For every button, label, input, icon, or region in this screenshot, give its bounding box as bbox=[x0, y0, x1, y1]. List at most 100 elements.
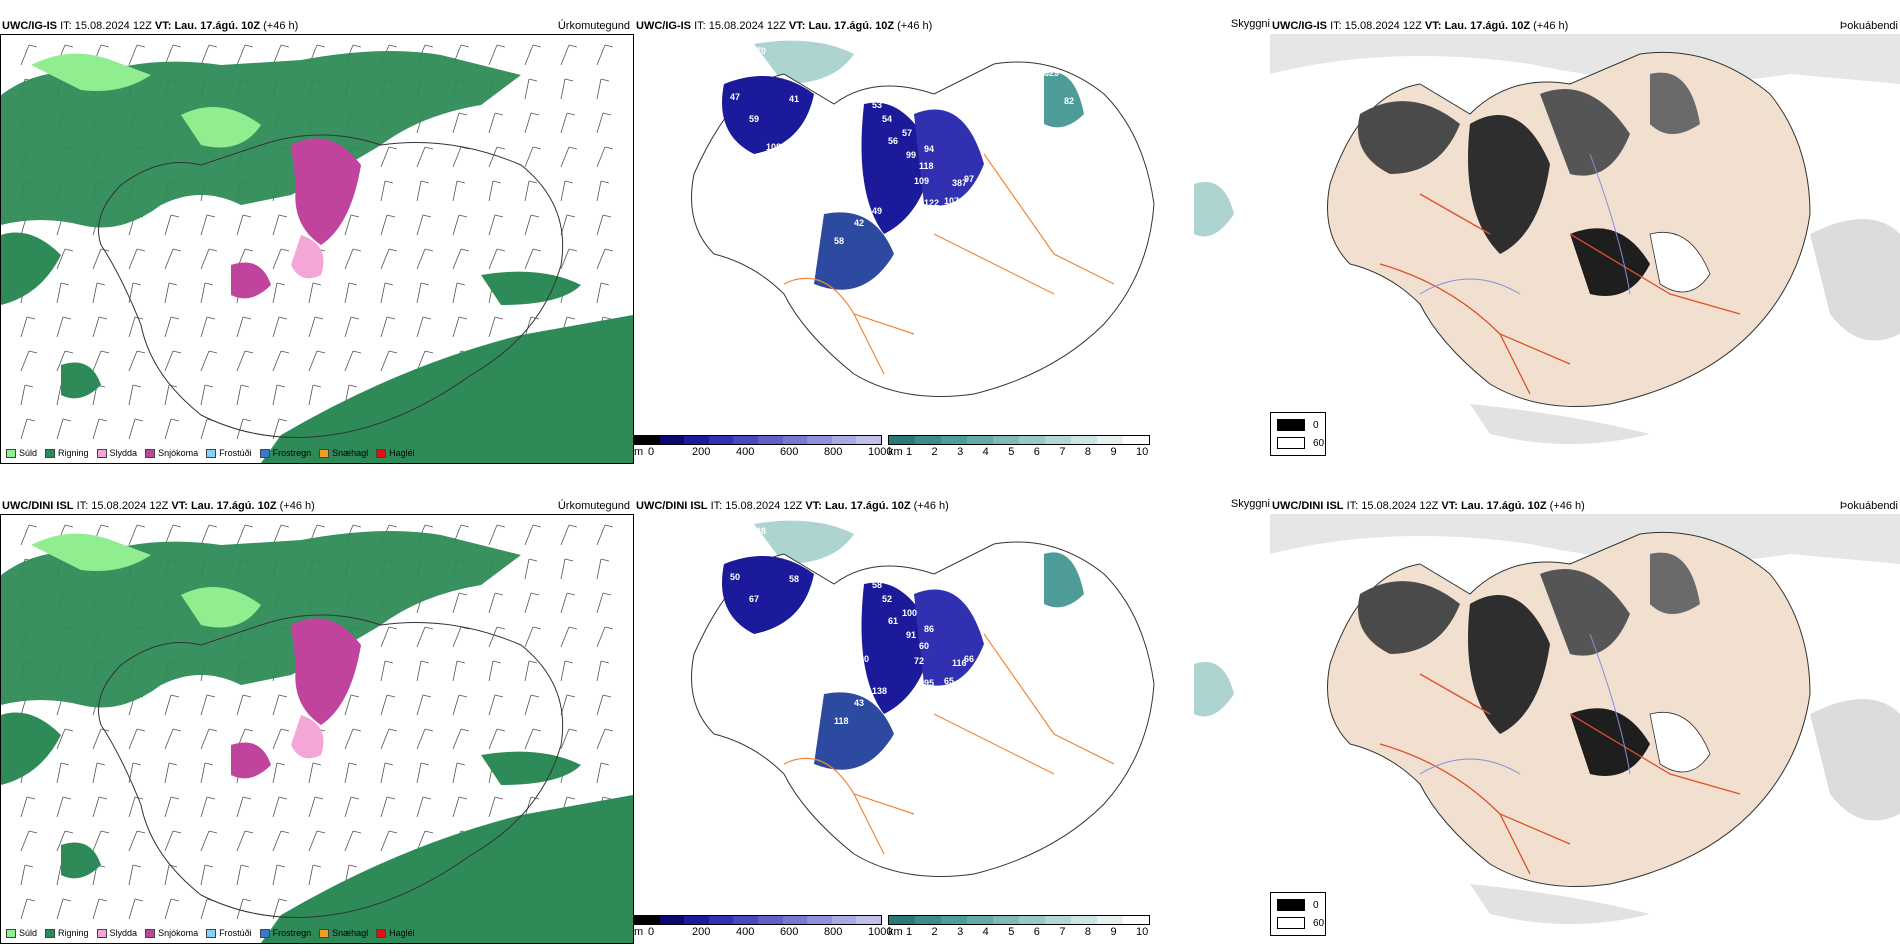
visibility-value: 38 bbox=[726, 194, 736, 204]
visibility-value: 56 bbox=[888, 136, 898, 146]
model-name: UWC/DINI ISL bbox=[1272, 500, 1344, 512]
wind-barb bbox=[344, 350, 362, 372]
wind-barb bbox=[56, 316, 72, 338]
wind-barb bbox=[416, 180, 430, 202]
wind-barb bbox=[272, 796, 288, 818]
wind-barb bbox=[272, 282, 286, 304]
colorbar-segment bbox=[684, 916, 709, 924]
legend-label: Snæhagl bbox=[332, 448, 369, 458]
wind-barb bbox=[380, 350, 398, 372]
colorbar-segment bbox=[831, 436, 857, 444]
fog-legend-row: 0 bbox=[1277, 419, 1319, 431]
colorbar-segment bbox=[856, 436, 881, 444]
fog-legend-row: 60 bbox=[1277, 437, 1324, 449]
colorbar-segment bbox=[684, 436, 709, 444]
wind-barb bbox=[452, 592, 468, 614]
wind-barb bbox=[128, 898, 144, 920]
visibility-value: 52 bbox=[882, 594, 892, 604]
iceland-outline bbox=[98, 614, 564, 918]
wind-barb bbox=[560, 44, 578, 66]
legend-label: Snjókoma bbox=[158, 448, 199, 458]
wind-barb bbox=[452, 316, 468, 338]
wind-barb bbox=[272, 694, 288, 716]
wind-barb bbox=[380, 830, 398, 852]
colorbar-segment bbox=[708, 436, 734, 444]
colorbar-unit: m bbox=[634, 446, 644, 458]
it-label: IT: bbox=[710, 500, 723, 512]
fog-title: Þokuábendi bbox=[1839, 20, 1898, 32]
precip-legend-item: Snæhagl bbox=[319, 928, 368, 938]
wind-barb bbox=[596, 146, 614, 168]
visibility-value: 38 bbox=[754, 66, 764, 76]
wind-barb bbox=[524, 316, 540, 338]
legend-label: Slydda bbox=[109, 448, 138, 458]
wind-barb bbox=[164, 44, 182, 66]
legend-swatch bbox=[145, 448, 156, 458]
wind-barb bbox=[344, 762, 358, 784]
wind-barb bbox=[272, 214, 288, 236]
wind-barb bbox=[416, 830, 434, 852]
fog-map-svg bbox=[1270, 34, 1900, 444]
legend-label: Haglél bbox=[389, 928, 415, 938]
visibility-value: 95 bbox=[924, 678, 934, 688]
colorbar-tick: 3 bbox=[957, 926, 964, 938]
visibility-value: 99 bbox=[906, 150, 916, 160]
precip-type-panel: UWC/DINI ISL IT: 15.08.2024 12Z VT: Lau.… bbox=[0, 480, 634, 952]
colorbar-segment bbox=[967, 436, 993, 444]
wind-barb bbox=[164, 728, 182, 750]
wind-barb bbox=[164, 830, 182, 852]
wind-barb bbox=[308, 864, 322, 886]
wind-barb bbox=[416, 350, 434, 372]
colorbar-segment bbox=[807, 436, 832, 444]
wind-barb bbox=[200, 864, 214, 886]
wind-barb bbox=[164, 694, 180, 716]
wind-barb bbox=[560, 694, 576, 716]
wind-barb bbox=[596, 248, 614, 270]
fog-map bbox=[1270, 514, 1900, 944]
wind-barb bbox=[236, 694, 252, 716]
colorbar-tick: 6 bbox=[1033, 446, 1040, 458]
wind-barb bbox=[524, 694, 540, 716]
wind-barb bbox=[596, 44, 614, 66]
colorbar-tick: 800 bbox=[824, 446, 843, 458]
visibility-value: 58 bbox=[834, 236, 844, 246]
visibility-value: 118 bbox=[919, 161, 934, 171]
wind-barb bbox=[560, 592, 576, 614]
wind-barb bbox=[20, 316, 36, 338]
lead-time: (+46 h) bbox=[913, 500, 949, 512]
visibility-value: 47 bbox=[730, 92, 740, 102]
wind-barb bbox=[416, 694, 432, 716]
wind-barb bbox=[416, 796, 432, 818]
wind-barb bbox=[92, 316, 108, 338]
colorbar-tick: 600 bbox=[780, 926, 799, 938]
wind-barb bbox=[236, 350, 254, 372]
colorbar-segment bbox=[782, 436, 808, 444]
wind-barb bbox=[236, 830, 254, 852]
wind-barb bbox=[20, 524, 38, 546]
wind-barb bbox=[524, 214, 540, 236]
wind-barb bbox=[128, 830, 146, 852]
wind-barb bbox=[344, 694, 360, 716]
visibility-value: 122 bbox=[924, 198, 939, 208]
colorbar-segment bbox=[1019, 436, 1045, 444]
wind-barb bbox=[308, 316, 324, 338]
legend-swatch bbox=[6, 928, 16, 938]
colorbar-segment bbox=[856, 916, 881, 924]
wind-barb bbox=[596, 524, 614, 546]
colorbar-segment bbox=[941, 436, 967, 444]
wind-barb bbox=[200, 316, 216, 338]
legend-swatch bbox=[45, 928, 56, 938]
wind-barb bbox=[560, 248, 578, 270]
visibility-value: 58 bbox=[872, 580, 882, 590]
wind-barb bbox=[380, 660, 394, 682]
wind-barb bbox=[200, 214, 216, 236]
visibility-value: 38 bbox=[730, 544, 740, 554]
colorbar-tick: 1000 bbox=[868, 926, 893, 938]
legend-swatch bbox=[376, 928, 387, 938]
wind-barb bbox=[164, 316, 180, 338]
wind-barb bbox=[488, 180, 502, 202]
wind-barb bbox=[56, 248, 74, 270]
visibility-value: 49 bbox=[872, 206, 882, 216]
